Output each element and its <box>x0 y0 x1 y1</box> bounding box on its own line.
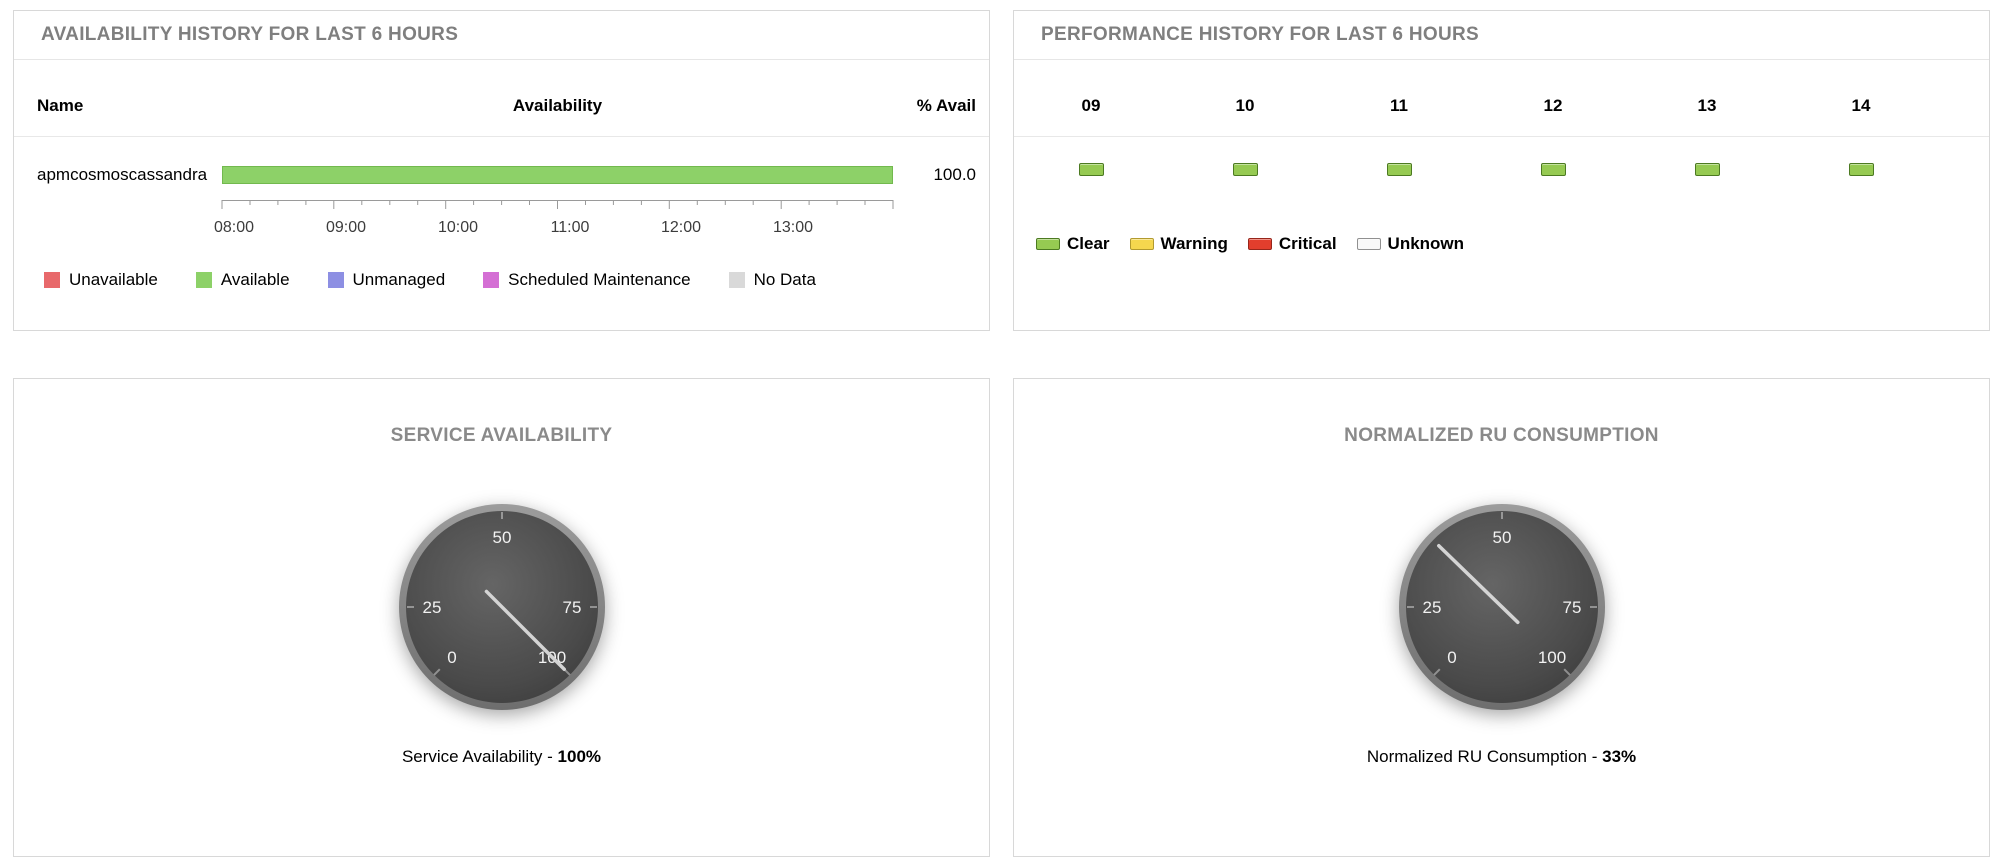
hour-header-12: 12 <box>1543 96 1563 115</box>
performance-legend: Clear Warning Critical Unknown <box>1036 234 1989 254</box>
legend-label: No Data <box>753 270 816 289</box>
normalized-ru-consumption-caption: Normalized RU Consumption - 33% <box>1367 747 1636 767</box>
caption-value: 33% <box>1602 747 1637 766</box>
status-badge-hour-14[interactable] <box>1848 163 1874 176</box>
legend-swatch-no-data <box>728 272 745 288</box>
gauge-scale-50: 50 <box>492 528 511 547</box>
legend-label: Unmanaged <box>352 270 446 289</box>
legend-swatch-clear <box>1036 238 1060 250</box>
gauge-ticks <box>1406 512 1597 676</box>
legend-item-unmanaged: Unmanaged <box>327 270 446 290</box>
gauge-scale-0: 0 <box>447 648 456 667</box>
legend-swatch-critical <box>1247 238 1272 250</box>
hour-header-11: 11 <box>1390 96 1408 115</box>
availability-history-panel: AVAILABILITY HISTORY FOR LAST 6 HOURS Na… <box>13 10 990 331</box>
gauge-scale-25: 25 <box>422 598 441 617</box>
status-badge-hour-10[interactable] <box>1232 163 1258 176</box>
legend-label: Clear <box>1067 234 1110 253</box>
performance-hours-header: 09 10 11 12 13 14 <box>1014 60 1989 137</box>
gauge-scale-75: 75 <box>562 598 581 617</box>
service-availability-gauge: 0 25 50 75 100 <box>398 504 605 710</box>
caption-text: Normalized RU Consumption - <box>1366 747 1603 766</box>
legend-item-clear: Clear <box>1036 234 1110 254</box>
percent-avail-value: 100.0 <box>933 165 976 184</box>
time-axis: 08:00 09:00 10:00 11:00 12:00 13:00 <box>214 200 989 248</box>
axis-label: 13:00 <box>773 219 813 236</box>
caption-text: Service Availability - <box>401 747 558 766</box>
normalized-ru-consumption-gauge: 0 25 50 75 100 <box>1398 504 1605 710</box>
status-badge-hour-11[interactable] <box>1386 163 1412 176</box>
legend-item-critical: Critical <box>1247 234 1337 254</box>
legend-swatch-warning <box>1129 238 1154 250</box>
gauge-scale-75: 75 <box>1562 598 1581 617</box>
availability-table-header: Name Availability % Avail <box>14 60 989 137</box>
legend-item-unknown: Unknown <box>1356 234 1465 254</box>
monitor-name[interactable]: apmcosmoscassandra <box>37 165 208 184</box>
performance-history-panel: PERFORMANCE HISTORY FOR LAST 6 HOURS 09 … <box>1013 10 1990 331</box>
legend-item-warning: Warning <box>1129 234 1228 254</box>
legend-label: Unknown <box>1387 234 1465 253</box>
legend-label: Unavailable <box>69 270 158 289</box>
performance-panel-title: PERFORMANCE HISTORY FOR LAST 6 HOURS <box>1041 24 1479 45</box>
status-badge-hour-09[interactable] <box>1078 163 1104 176</box>
availability-legend: Unavailable Available Unmanaged Schedule… <box>44 270 989 290</box>
legend-label: Critical <box>1278 234 1337 253</box>
availability-panel-header: AVAILABILITY HISTORY FOR LAST 6 HOURS <box>14 11 989 60</box>
status-badge-hour-13[interactable] <box>1694 163 1720 176</box>
gauge-needle <box>1436 544 1520 625</box>
legend-item-scheduled-maintenance: Scheduled Maintenance <box>483 270 691 290</box>
service-availability-caption: Service Availability - 100% <box>402 747 601 767</box>
performance-status-row <box>1014 163 1989 176</box>
axis-label: 12:00 <box>661 219 701 236</box>
service-availability-panel: SERVICE AVAILABILITY <box>13 378 990 857</box>
legend-swatch-unknown <box>1356 238 1381 250</box>
gauge-needle <box>484 589 566 671</box>
axis-ticks <box>221 200 894 209</box>
axis-labels: 08:00 09:00 10:00 11:00 12:00 13:00 <box>214 219 813 236</box>
column-header-availability: Availability <box>512 96 603 115</box>
legend-swatch-unavailable <box>44 272 60 288</box>
gauge-scale-0: 0 <box>1447 648 1456 667</box>
gauge-scale-25: 25 <box>1422 598 1441 617</box>
column-header-percent-avail: % Avail <box>916 96 976 115</box>
gauge-scale-50: 50 <box>1492 528 1511 547</box>
normalized-ru-consumption-title: NORMALIZED RU CONSUMPTION <box>1344 425 1659 446</box>
column-header-name: Name <box>37 96 84 115</box>
caption-value: 100% <box>557 747 602 766</box>
axis-label: 08:00 <box>214 219 254 236</box>
service-availability-title: SERVICE AVAILABILITY <box>390 425 613 446</box>
legend-label: Warning <box>1160 234 1228 253</box>
legend-label: Available <box>220 270 290 289</box>
availability-bar-track <box>222 166 893 184</box>
axis-label: 10:00 <box>438 219 478 236</box>
legend-item-unavailable: Unavailable <box>44 270 158 290</box>
normalized-ru-consumption-panel: NORMALIZED RU CONSUMPTION <box>1013 378 1990 857</box>
hour-header-10: 10 <box>1235 96 1255 115</box>
legend-swatch-scheduled-maintenance <box>483 272 500 288</box>
table-row: apmcosmoscassandra 100.0 <box>14 137 989 185</box>
performance-panel-header: PERFORMANCE HISTORY FOR LAST 6 HOURS <box>1014 11 1989 60</box>
hour-header-09: 09 <box>1081 96 1101 115</box>
hour-header-14: 14 <box>1851 96 1871 115</box>
legend-swatch-unmanaged <box>327 272 344 288</box>
legend-label: Scheduled Maintenance <box>508 270 691 289</box>
legend-item-available: Available <box>195 270 290 290</box>
axis-label: 09:00 <box>326 219 366 236</box>
availability-bar[interactable] <box>222 166 893 184</box>
legend-swatch-available <box>195 272 212 288</box>
axis-label: 11:00 <box>551 219 590 236</box>
legend-item-no-data: No Data <box>728 270 816 290</box>
gauge-scale-100: 100 <box>1537 648 1565 667</box>
availability-panel-title: AVAILABILITY HISTORY FOR LAST 6 HOURS <box>41 24 459 45</box>
status-badge-hour-12[interactable] <box>1540 163 1566 176</box>
hour-header-13: 13 <box>1697 96 1717 115</box>
